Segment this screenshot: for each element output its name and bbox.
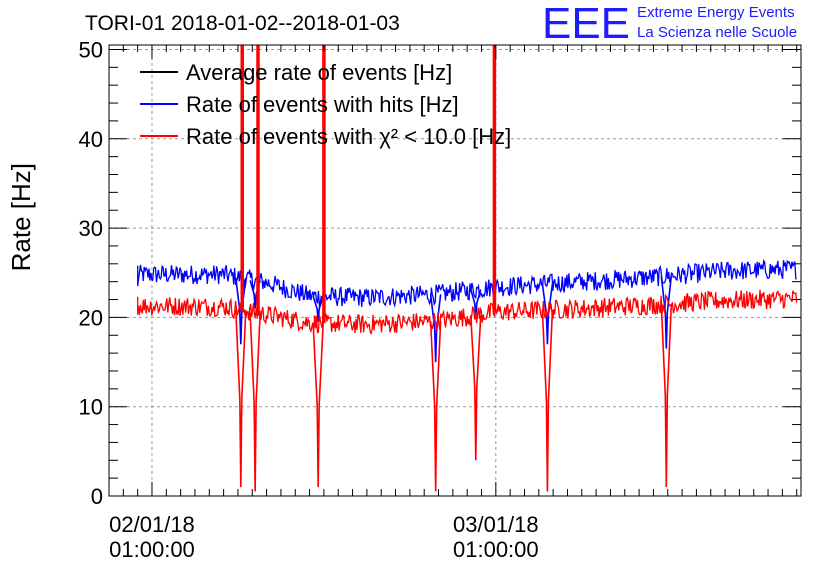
logo-mark: EEE [542, 0, 630, 48]
series-drop-2 [429, 321, 442, 492]
plot-series [137, 45, 798, 492]
series-drop-2 [541, 309, 554, 492]
y-tick-label: 40 [79, 127, 103, 152]
legend: Average rate of events [Hz] Rate of event… [140, 60, 511, 149]
chart-title: TORI-01 2018-01-02--2018-01-03 [85, 12, 400, 35]
series-drop-2 [249, 312, 261, 492]
logo-line2: La Scienza nelle Scuole [637, 24, 797, 41]
x-tick-label-date: 02/01/18 [109, 512, 195, 537]
series-drop-2 [234, 309, 247, 488]
series-line-2 [137, 289, 798, 335]
x-tick-label-time: 01:00:00 [109, 537, 195, 562]
plot-frame [108, 44, 802, 497]
axis-ticks [108, 45, 801, 497]
y-axis-label: Rate [Hz] [6, 163, 36, 271]
legend-label-0: Average rate of events [Hz] [186, 60, 452, 85]
legend-label-2: Rate of events with χ² < 10.0 [Hz] [186, 124, 511, 149]
y-tick-label: 20 [79, 305, 103, 330]
series-drop-1 [312, 295, 324, 322]
y-tick-label: 10 [79, 395, 103, 420]
grid-lines [109, 45, 801, 496]
y-tick-label: 30 [79, 216, 103, 241]
legend-label-1: Rate of events with hits [Hz] [186, 92, 459, 117]
x-tick-label-time: 01:00:00 [453, 537, 539, 562]
series-drop-2 [660, 304, 673, 488]
series-drop-2 [469, 315, 482, 461]
y-tick-label: 0 [91, 484, 103, 509]
y-tick-labels: 0 10 20 30 40 50 [79, 37, 103, 509]
eee-logo: EEE Extreme Energy Events La Scienza nel… [542, 0, 797, 48]
y-tick-label: 50 [79, 37, 103, 62]
series-drop-1 [660, 275, 673, 349]
series-drop-2 [312, 322, 324, 488]
logo-line1: Extreme Energy Events [637, 4, 795, 21]
x-tick-label-date: 03/01/18 [453, 512, 539, 537]
series-line-1 [137, 258, 797, 309]
